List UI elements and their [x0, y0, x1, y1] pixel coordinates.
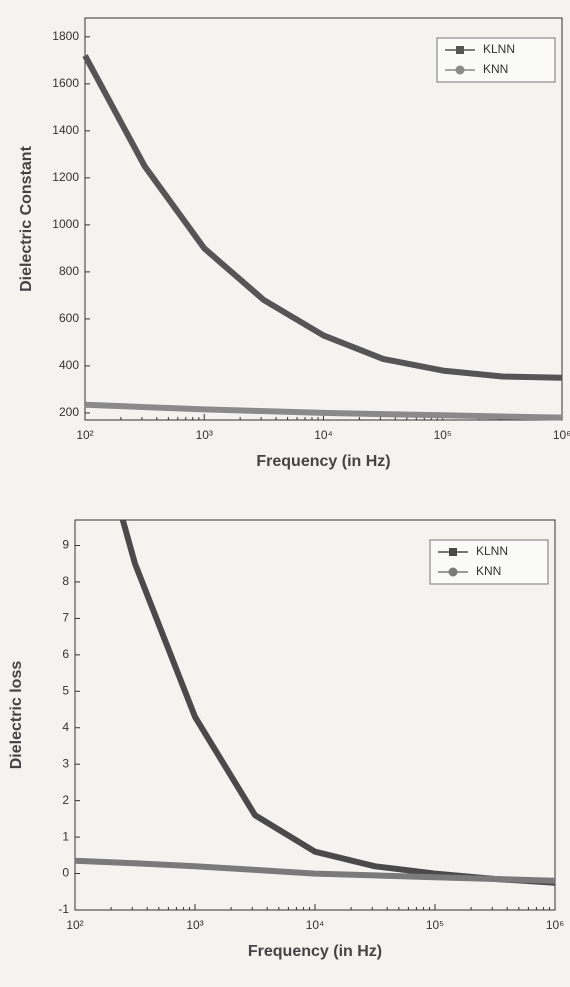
y-tick-label: 8 [62, 574, 69, 588]
legend-marker [455, 65, 465, 75]
y-tick-label: 400 [59, 358, 79, 372]
x-tick-label: 10³ [196, 428, 213, 442]
x-tick-label: 10⁶ [553, 428, 570, 442]
y-tick-label: 200 [59, 405, 79, 419]
x-tick-label: 10⁴ [314, 428, 333, 442]
x-tick-label: 10² [76, 428, 93, 442]
y-axis-label: Dielectric loss [8, 661, 25, 770]
y-tick-label: 1200 [52, 170, 79, 184]
y-tick-label: 7 [62, 611, 69, 625]
y-tick-label: 1600 [52, 76, 79, 90]
series-line [82, 54, 563, 381]
series-line [74, 857, 556, 884]
y-tick-label: 1000 [52, 217, 79, 231]
x-tick-label: 10³ [186, 918, 203, 932]
legend-box [436, 37, 556, 83]
y-tick-label: 1800 [52, 29, 79, 43]
y-tick-label: 4 [62, 720, 69, 734]
x-tick-label: 10⁴ [306, 918, 325, 932]
x-tick-label: 10⁵ [434, 428, 452, 442]
y-tick-label: 9 [62, 538, 69, 552]
legend-box [429, 539, 549, 585]
legend-label: KNN [483, 62, 508, 76]
legend-label: KLNN [476, 544, 508, 558]
y-tick-label: 5 [62, 683, 69, 697]
y-tick-label: 2 [62, 793, 69, 807]
y-tick-label: 1400 [52, 123, 79, 137]
x-tick-label: 10⁵ [426, 918, 444, 932]
y-tick-label: 800 [59, 264, 79, 278]
y-tick-label: 1 [62, 829, 69, 843]
y-tick-label: 3 [62, 756, 69, 770]
x-tick-label: 10⁶ [546, 918, 564, 932]
y-tick-label: 0 [62, 866, 69, 880]
y-tick-label: 600 [59, 311, 79, 325]
legend-marker [456, 46, 464, 54]
legend-marker [448, 567, 458, 577]
x-tick-label: 10² [66, 918, 83, 932]
x-axis-label: Frequency (in Hz) [256, 453, 390, 470]
y-axis-label: Dielectric Constant [18, 145, 35, 291]
series-line [84, 401, 563, 421]
legend-marker [449, 548, 457, 556]
legend-label: KNN [476, 564, 501, 578]
y-tick-label: 6 [62, 647, 69, 661]
y-tick-label: -1 [58, 902, 69, 916]
x-axis-label: Frequency (in Hz) [248, 943, 382, 960]
legend-label: KLNN [483, 42, 515, 56]
